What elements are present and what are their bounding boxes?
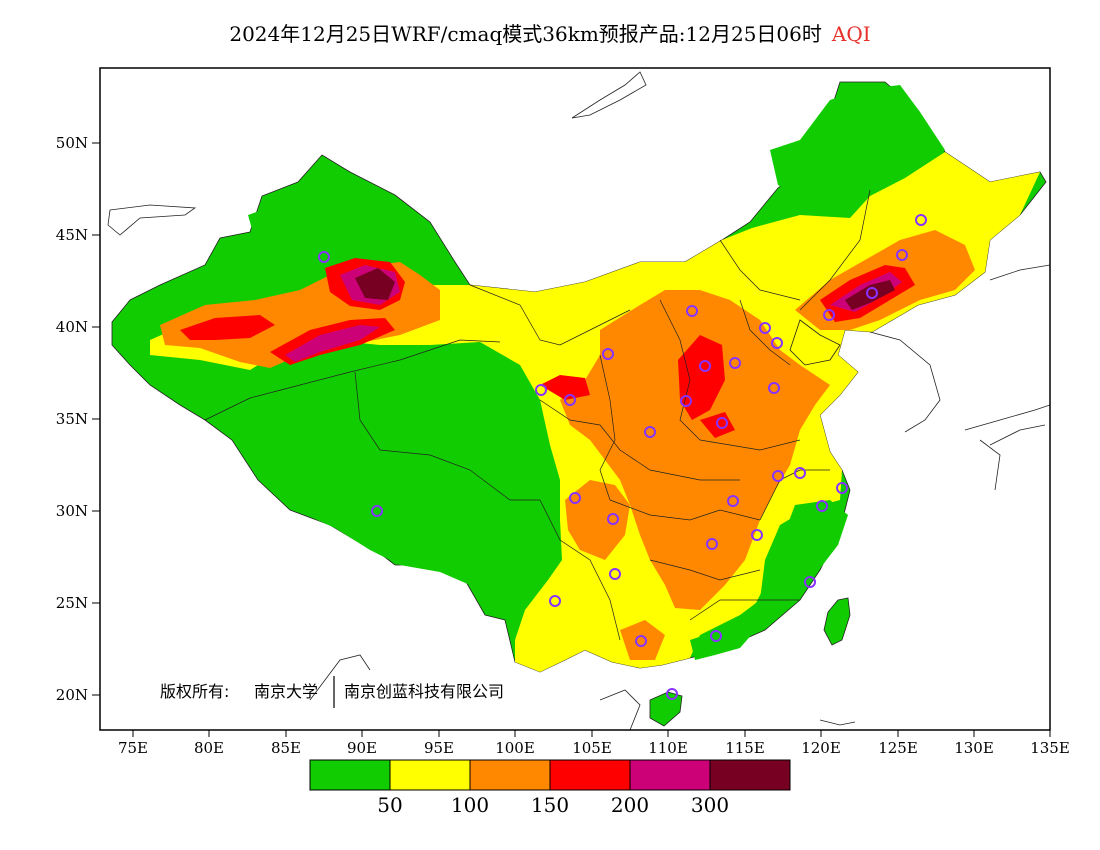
lon-label: 130E: [954, 739, 994, 757]
city-marker: [535, 384, 547, 396]
city-marker: [915, 214, 927, 226]
aqi-zone-red-xinjiang: [180, 315, 275, 340]
title-variable: AQI: [831, 22, 871, 46]
city-marker: [564, 394, 576, 406]
city-marker: [716, 417, 728, 429]
aqi-zone-orange-sichuan: [565, 480, 630, 560]
lon-label: 110E: [648, 739, 688, 757]
aqi-zone-green-sc: [690, 625, 760, 660]
city-marker: [896, 249, 908, 261]
city-marker: [816, 500, 828, 512]
legend-swatch: [469, 759, 551, 791]
city-marker: [607, 513, 619, 525]
lon-label: 125E: [878, 739, 918, 757]
city-marker: [836, 482, 848, 494]
legend-swatch: [629, 759, 711, 791]
city-marker: [866, 287, 878, 299]
city-marker: [823, 309, 835, 321]
taiwan-island: [823, 597, 851, 646]
legend-label: 150: [531, 793, 569, 817]
aqi-zone-magenta-xj: [285, 325, 380, 362]
city-marker: [794, 467, 806, 479]
city-marker: [772, 470, 784, 482]
city-marker: [680, 395, 692, 407]
city-marker: [644, 426, 656, 438]
city-marker: [727, 495, 739, 507]
lat-label: 30N: [56, 502, 88, 520]
legend-label: 300: [691, 793, 729, 817]
city-marker: [706, 538, 718, 550]
copyright-prefix: 版权所有:: [160, 682, 229, 701]
lon-label: 105E: [572, 739, 612, 757]
aqi-zone-green-nw: [248, 190, 420, 265]
neighbor-coastlines: [107, 71, 1050, 730]
city-marker: [569, 492, 581, 504]
aqi-zone-green-plateau: [190, 345, 556, 600]
lon-label: 115E: [725, 739, 765, 757]
city-marker: [759, 322, 771, 334]
latitude-axis: 50N 45N 40N 35N 30N 25N 20N: [56, 134, 100, 704]
city-marker: [609, 568, 621, 580]
aqi-zone-orange-gx: [620, 620, 665, 660]
map-title: 2024年12月25日WRF/cmaq模式36km预报产品:12月25日06时 A…: [0, 18, 1100, 47]
legend-label: 50: [377, 793, 402, 817]
legend-swatch: [389, 759, 471, 791]
aqi-zone-green-ne: [770, 85, 945, 208]
legend-swatch: [709, 759, 791, 791]
aqi-zone-green-se: [755, 500, 848, 620]
city-marker: [771, 337, 783, 349]
lon-label: 90E: [347, 739, 377, 757]
legend-label: 200: [611, 793, 649, 817]
legend-label: 100: [451, 793, 489, 817]
legend-swatch: [549, 759, 631, 791]
city-marker: [804, 576, 816, 588]
lat-label: 50N: [56, 134, 88, 152]
lat-label: 40N: [56, 318, 88, 336]
city-marker: [699, 360, 711, 372]
city-marker: [686, 305, 698, 317]
aqi-zone-red-gansu: [540, 375, 590, 400]
aqi-zone-maroon-urumqi: [355, 268, 395, 300]
city-marker: [371, 505, 383, 517]
hainan-island: [649, 691, 683, 727]
title-main: 2024年12月25日WRF/cmaq模式36km预报产品:12月25日06时: [229, 22, 822, 46]
city-marker: [318, 251, 330, 263]
aqi-zone-maroon-ln: [845, 280, 895, 310]
city-marker: [635, 635, 647, 647]
city-marker: [666, 688, 678, 700]
city-marker: [549, 595, 561, 607]
lon-label: 120E: [801, 739, 841, 757]
city-markers: [318, 214, 927, 700]
map-body: [107, 71, 1050, 730]
city-marker: [729, 357, 741, 369]
lon-label: 80E: [194, 739, 224, 757]
copyright-org2: 南京创蓝科技有限公司: [344, 682, 504, 701]
lon-label: 85E: [271, 739, 301, 757]
lat-label: 35N: [56, 410, 88, 428]
city-marker: [751, 529, 763, 541]
map-frame: [99, 67, 1051, 731]
lat-label: 20N: [56, 686, 88, 704]
lat-label: 45N: [56, 226, 88, 244]
lon-label: 95E: [424, 739, 454, 757]
city-marker: [768, 382, 780, 394]
copyright: 版权所有: 南京大学 南京创蓝科技有限公司: [160, 676, 504, 708]
lon-label: 75E: [118, 739, 148, 757]
copyright-org1: 南京大学: [254, 682, 318, 701]
province-boundaries: [204, 189, 871, 641]
aqi-zone-orange-central: [560, 290, 830, 610]
lat-label: 25N: [56, 594, 88, 612]
longitude-axis: 75E 80E 85E 90E 95E 100E 105E 110E 115E …: [118, 730, 1070, 757]
legend: 50 100 150 200 300: [309, 759, 791, 817]
city-marker: [710, 630, 722, 642]
legend-swatch: [309, 759, 391, 791]
lon-label: 100E: [495, 739, 535, 757]
city-marker: [602, 348, 614, 360]
lon-label: 135E: [1030, 739, 1070, 757]
